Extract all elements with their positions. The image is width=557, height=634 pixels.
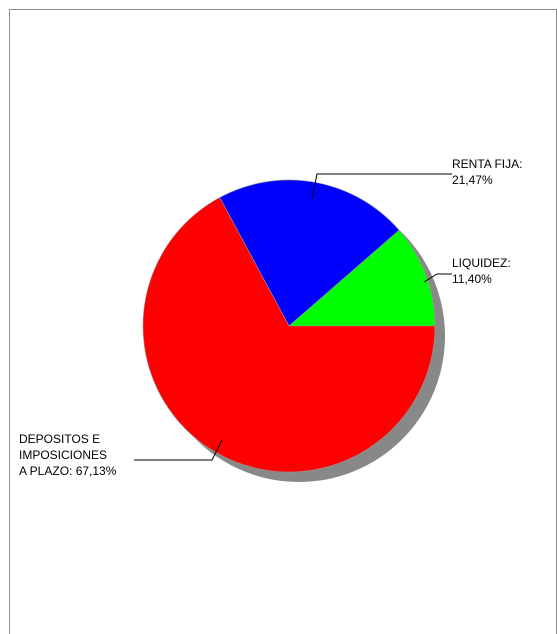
- slice-label-depositos-e-imposiciones-a-plazo: DEPOSITOS E: [19, 432, 100, 446]
- pie-slice-depositos-e-imposiciones-a-plazo: [142, 197, 436, 473]
- pie-slice-liquidez: [288, 229, 436, 327]
- leader-line-renta-fija: [311, 173, 452, 200]
- slice-label-renta-fija: 21,47%: [452, 173, 493, 187]
- leader-line-depositos-e-imposiciones-a-plazo: [134, 439, 223, 461]
- leader-line-liquidez: [423, 273, 452, 283]
- slice-label-liquidez: 11,40%: [452, 272, 492, 286]
- slice-label-depositos-e-imposiciones-a-plazo: A PLAZO: 67,13%: [19, 464, 117, 478]
- slice-label-liquidez: LIQUIDEZ:: [452, 256, 511, 270]
- slice-label-depositos-e-imposiciones-a-plazo: IMPOSICIONES: [19, 448, 107, 462]
- slice-label-renta-fija: RENTA FIJA:: [452, 157, 522, 171]
